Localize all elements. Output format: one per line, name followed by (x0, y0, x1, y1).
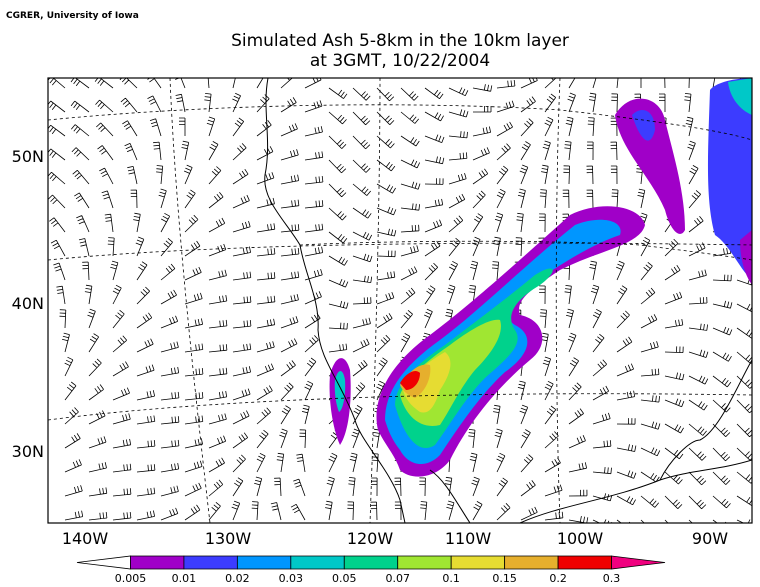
lon-label: 130W (205, 529, 252, 548)
colorbar-segment (76, 555, 131, 570)
coastlines (264, 78, 752, 523)
lon-label: 90W (692, 529, 728, 548)
colorbar-segment (183, 555, 238, 570)
colorbar-segment (290, 555, 345, 570)
lon-label: 120W (347, 529, 394, 548)
colorbar-segment (343, 555, 399, 570)
lon-label: 110W (445, 529, 492, 548)
lon-label: 140W (62, 529, 109, 548)
colorbar-segment (450, 555, 506, 570)
colorbar-label: 0.2 (549, 572, 567, 585)
colorbar-label: 0.005 (115, 572, 147, 585)
colorbar-label: 0.07 (385, 572, 410, 585)
borders (48, 78, 752, 523)
title-line: Simulated Ash 5-8km in the 10km layer (231, 31, 569, 51)
colorbar-segment (557, 555, 612, 570)
lat-label: 40N (12, 294, 44, 313)
lat-label: 30N (12, 442, 44, 461)
colorbar-segment (130, 555, 185, 570)
colorbar-segment (611, 555, 666, 570)
colorbar-segment (236, 555, 292, 570)
map-frame (47, 77, 753, 524)
barb-pattern (48, 78, 752, 523)
map (47, 77, 753, 524)
wind-barbs (48, 78, 752, 523)
lon-label: 100W (557, 529, 604, 548)
lat-label: 50N (12, 147, 44, 166)
colorbar-segment (504, 555, 559, 570)
colorbar: 0.005 0.01 0.02 0.03 0.05 0.07 0.1 0.15 0.2 0.3 (76, 555, 666, 585)
credit: CGRER, University of Iowa (6, 11, 139, 21)
colorbar-segment (397, 555, 452, 570)
colorbar-label: 0.01 (172, 572, 197, 585)
colorbar-label: 0.05 (332, 572, 357, 585)
lon-labels: 140W 130W 120W 110W 100W 90W (62, 529, 728, 548)
ash-plume (329, 78, 752, 477)
colorbar-label: 0.02 (225, 572, 250, 585)
colorbar-label: 0.3 (603, 572, 621, 585)
colorbar-label: 0.15 (492, 572, 517, 585)
title-line: at 3GMT, 10/22/2004 (310, 51, 490, 71)
lat-labels: 50N 40N 30N (12, 147, 44, 461)
colorbar-label: 0.1 (442, 572, 460, 585)
colorbar-label: 0.03 (279, 572, 304, 585)
